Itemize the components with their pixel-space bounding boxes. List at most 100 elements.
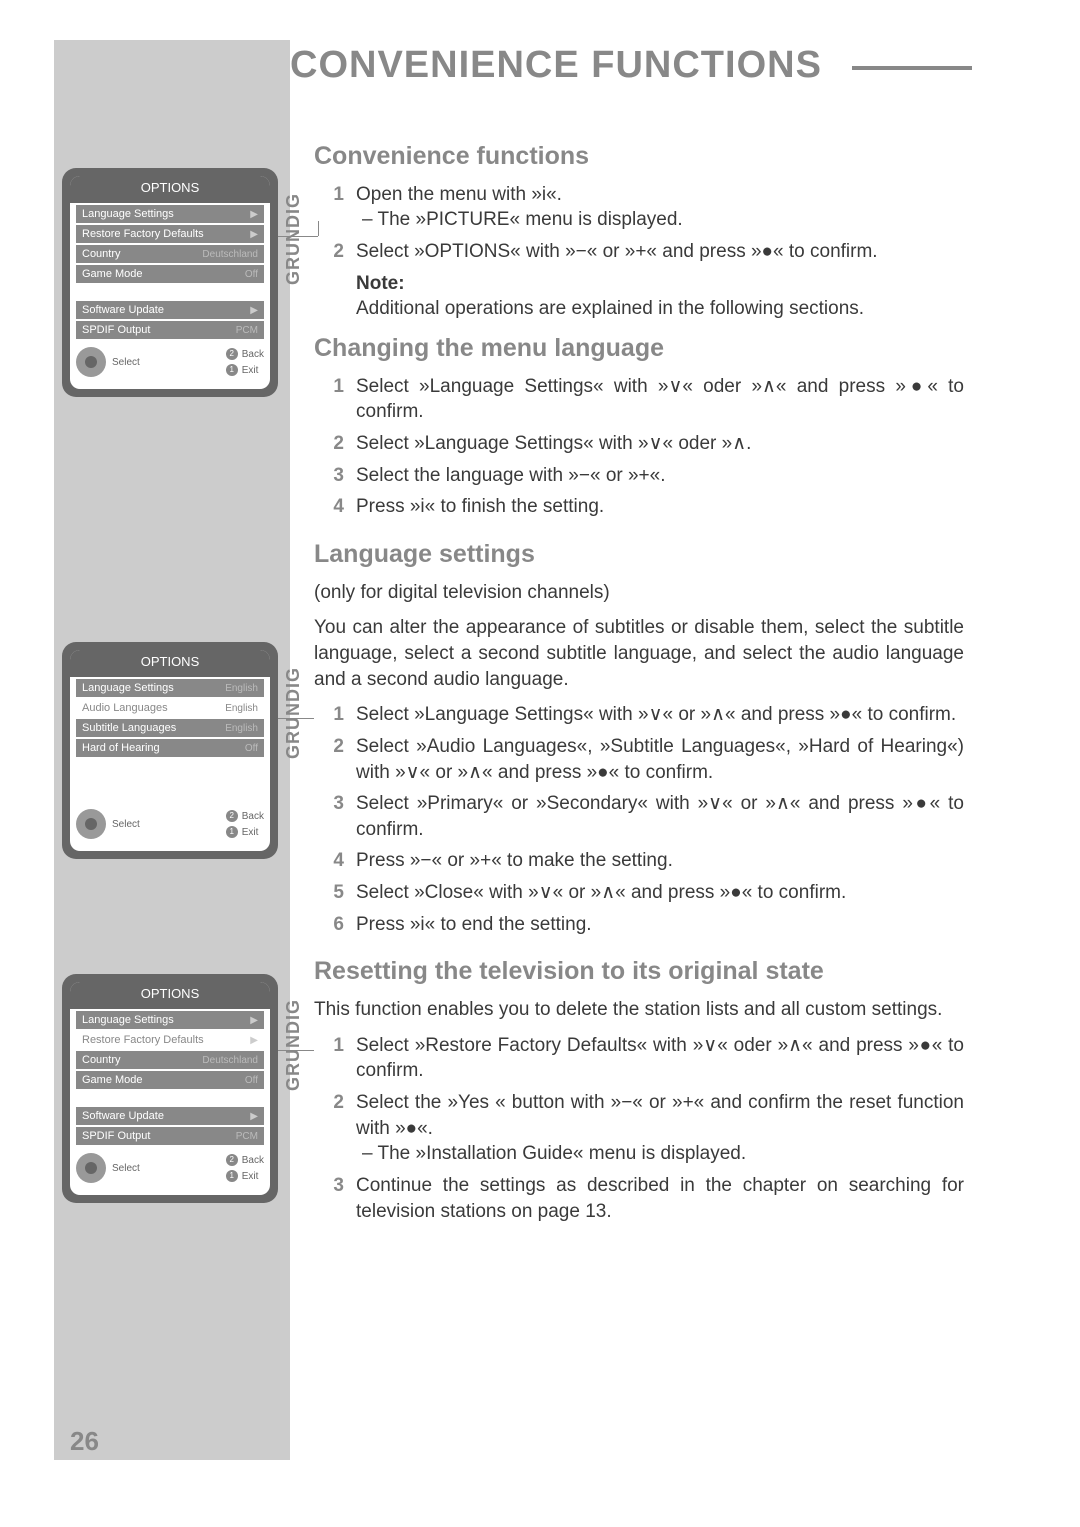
arrow-right-icon: ▶	[250, 209, 258, 220]
step-item: 2Select »Audio Languages«, »Subtitle Lan…	[314, 734, 964, 785]
menu-row[interactable]: Game ModeOff	[76, 1071, 264, 1089]
menu-row[interactable]: Audio LanguagesEnglish	[76, 699, 264, 717]
menu-row[interactable]: Hard of HearingOff	[76, 739, 264, 757]
step-item: 5Select »Close« with »∨« or »∧« and pres…	[314, 880, 964, 906]
step-item: 1Select »Language Settings« with »∨« or …	[314, 702, 964, 728]
footer-back: Back	[242, 1155, 264, 1166]
section-heading: Convenience functions	[314, 140, 964, 174]
menu-row-value: PCM	[236, 1131, 258, 1142]
menu-row-label: Software Update	[82, 304, 250, 316]
menu-row[interactable]: Restore Factory Defaults▶	[76, 225, 264, 243]
arrow-right-icon: ▶	[250, 1111, 258, 1122]
step-number: 1	[314, 1033, 356, 1084]
menu-footer: Select 2Back 1Exit	[76, 809, 264, 839]
menu-row-label: Game Mode	[82, 268, 245, 280]
step-text: Select »Close« with »∨« or »∧« and press…	[356, 880, 964, 906]
menu-row-label: Language Settings	[82, 208, 250, 220]
step-number: 3	[314, 463, 356, 489]
step-sub: – The »PICTURE« menu is displayed.	[356, 207, 964, 233]
main-content: Convenience functions 1 Open the menu wi…	[314, 130, 964, 1230]
footer-select: Select	[112, 819, 140, 830]
step-number: 2	[314, 239, 356, 265]
menu-footer: Select 2Back 1Exit	[76, 347, 264, 377]
menu-row[interactable]: CountryDeutschland	[76, 1051, 264, 1069]
menu-rows-3a: Language Settings▶Restore Factory Defaul…	[70, 1011, 270, 1089]
step-number: 1	[314, 182, 356, 233]
back-icon: 2	[226, 1154, 238, 1166]
step-item: 3Continue the settings as described in t…	[314, 1173, 964, 1224]
step-item: 3Select the language with »−« or »+«.	[314, 463, 964, 489]
back-icon: 2	[226, 810, 238, 822]
menu-row-value: Off	[245, 743, 258, 754]
para: (only for digital television channels)	[314, 580, 964, 606]
step-text: Press »−« or »+« to make the setting.	[356, 848, 964, 874]
step-item: 6Press »i« to end the setting.	[314, 912, 964, 938]
menu-row[interactable]: Language SettingsEnglish	[76, 679, 264, 697]
menu-row[interactable]: Restore Factory Defaults▶	[76, 1031, 264, 1049]
menu-row-label: Subtitle Languages	[82, 722, 225, 734]
arrow-right-icon: ▶	[250, 1035, 258, 1046]
menu-row[interactable]: Language Settings▶	[76, 205, 264, 223]
menu-row-value: Off	[245, 1075, 258, 1086]
arrow-right-icon: ▶	[250, 229, 258, 240]
menu-row-value: Off	[245, 269, 258, 280]
section-heading: Changing the menu language	[314, 332, 964, 366]
step-item: 2Select »Language Settings« with »∨« ode…	[314, 431, 964, 457]
menu-row[interactable]: CountryDeutschland	[76, 245, 264, 263]
step-sub: – The »Installation Guide« menu is displ…	[356, 1141, 964, 1167]
step-number: 3	[314, 1173, 356, 1224]
footer-exit: Exit	[242, 827, 259, 838]
step-text: Select »OPTIONS« with »−« or »+« and pre…	[356, 239, 964, 265]
menu-row-value: PCM	[236, 325, 258, 336]
footer-exit: Exit	[242, 1171, 259, 1182]
step-text: Continue the settings as described in th…	[356, 1173, 964, 1224]
step-number: 2	[314, 734, 356, 785]
menu-row-label: Language Settings	[82, 1014, 250, 1026]
section-heading: Resetting the television to its original…	[314, 955, 964, 989]
menu-row-label: Restore Factory Defaults	[82, 228, 250, 240]
footer-select: Select	[112, 1163, 140, 1174]
menu-row-label: Country	[82, 248, 202, 260]
step-item: 1Select »Language Settings« with »∨« ode…	[314, 374, 964, 425]
menu-row-label: SPDIF Output	[82, 1130, 236, 1142]
step-number: 1	[314, 702, 356, 728]
step-number: 5	[314, 880, 356, 906]
step-text: Press »i« to finish the setting.	[356, 494, 964, 520]
step-text: Select »Audio Languages«, »Subtitle Lang…	[356, 734, 964, 785]
menu-row-label: Game Mode	[82, 1074, 245, 1086]
brand-label: GRUNDIG	[283, 193, 304, 285]
step-number: 2	[314, 431, 356, 457]
menu-row[interactable]: SPDIF OutputPCM	[76, 321, 264, 339]
menu-row[interactable]: Language Settings▶	[76, 1011, 264, 1029]
step-number: 6	[314, 912, 356, 938]
menu-row-label: Restore Factory Defaults	[82, 1034, 250, 1046]
step-item: 4Press »−« or »+« to make the setting.	[314, 848, 964, 874]
menu-row-value: English	[225, 683, 258, 694]
step-text: Select »Primary« or »Secondary« with »∨«…	[356, 791, 964, 842]
menu-row[interactable]: Software Update▶	[76, 301, 264, 319]
menu-row-label: Country	[82, 1054, 202, 1066]
step-text: Press »i« to end the setting.	[356, 912, 964, 938]
step-item: 3Select »Primary« or »Secondary« with »∨…	[314, 791, 964, 842]
menu-row[interactable]: Software Update▶	[76, 1107, 264, 1125]
nav-pad-icon	[76, 347, 106, 377]
exit-icon: 1	[226, 1170, 238, 1182]
step-number: 2	[314, 1090, 356, 1167]
menu-row[interactable]: Game ModeOff	[76, 265, 264, 283]
footer-select: Select	[112, 357, 140, 368]
footer-back: Back	[242, 811, 264, 822]
step-text: Select the language with »−« or »+«.	[356, 463, 964, 489]
menu-footer: Select 2 Back 1 Exit	[76, 1153, 264, 1183]
options-menu-1: GRUNDIG OPTIONS Language Settings▶Restor…	[62, 168, 302, 397]
step-item: 4Press »i« to finish the setting.	[314, 494, 964, 520]
footer-exit: Exit	[242, 365, 259, 376]
step-item: 2Select the »Yes « button with »−« or »+…	[314, 1090, 964, 1167]
para: You can alter the appearance of subtitle…	[314, 615, 964, 692]
menu-row-value: Deutschland	[202, 1055, 258, 1066]
menu-rows-2: Language SettingsEnglish Audio LanguagesE…	[70, 679, 270, 757]
menu-row[interactable]: SPDIF OutputPCM	[76, 1127, 264, 1145]
step-text: Select »Language Settings« with »∨« or »…	[356, 702, 964, 728]
menu-row[interactable]: Subtitle LanguagesEnglish	[76, 719, 264, 737]
step-text: Select »Restore Factory Defaults« with »…	[356, 1033, 964, 1084]
back-icon: 2	[226, 348, 238, 360]
